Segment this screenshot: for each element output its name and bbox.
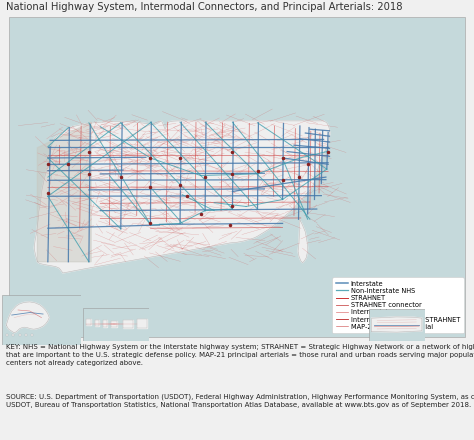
Polygon shape bbox=[298, 220, 308, 263]
FancyBboxPatch shape bbox=[9, 18, 465, 337]
Polygon shape bbox=[37, 122, 91, 262]
Polygon shape bbox=[34, 121, 330, 273]
Polygon shape bbox=[372, 317, 422, 332]
Polygon shape bbox=[86, 319, 91, 325]
Polygon shape bbox=[95, 319, 99, 326]
Text: KEY: NHS = National Highway System or the interstate highway system; STRAHNET = : KEY: NHS = National Highway System or th… bbox=[6, 344, 474, 366]
Polygon shape bbox=[137, 319, 146, 328]
Polygon shape bbox=[123, 319, 133, 328]
Polygon shape bbox=[6, 302, 49, 333]
Polygon shape bbox=[103, 320, 107, 327]
Legend: Interstate, Non-Interstate NHS, STRAHNET, STRAHNET connector, Intermodal connect: Interstate, Non-Interstate NHS, STRAHNET… bbox=[332, 277, 464, 333]
Text: National Highway System, Intermodal Connectors, and Principal Arterials: 2018: National Highway System, Intermodal Conn… bbox=[6, 2, 402, 12]
Polygon shape bbox=[111, 320, 118, 327]
Text: SOURCE: U.S. Department of Transportation (USDOT), Federal Highway Administratio: SOURCE: U.S. Department of Transportatio… bbox=[6, 394, 474, 408]
